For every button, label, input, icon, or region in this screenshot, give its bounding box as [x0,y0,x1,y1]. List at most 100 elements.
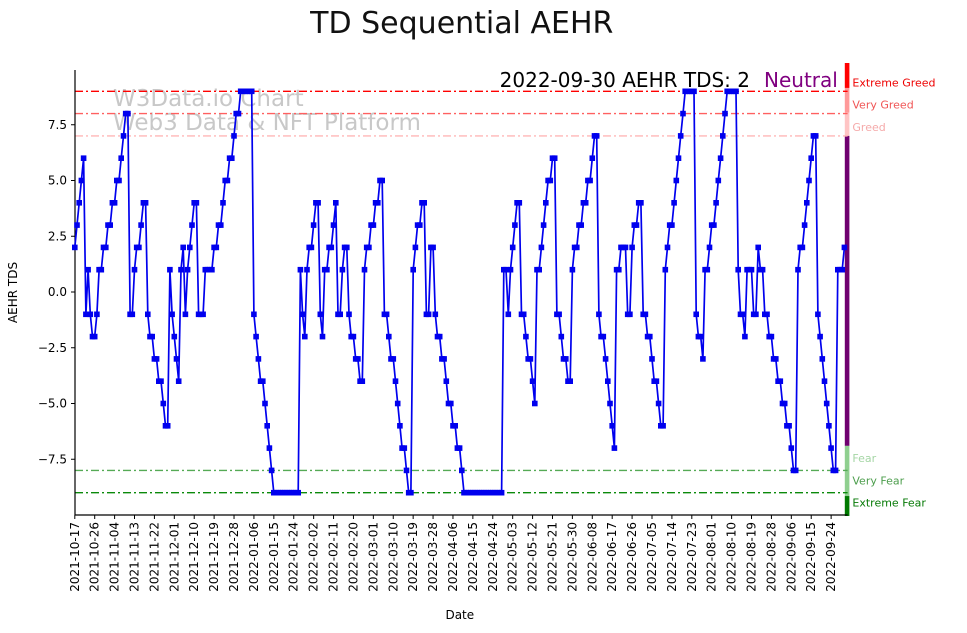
data-point-marker [664,244,671,251]
x-tick-label: 2022-03-01 [366,522,380,592]
data-point-marker [145,311,151,318]
data-point-marker [180,244,186,251]
data-point-marker [397,423,403,429]
data-point-marker [839,266,845,273]
x-tick-label: 2022-08-19 [745,522,759,592]
x-tick-label: 2022-03-28 [426,522,440,592]
data-point-marker [346,311,352,318]
data-point-marker [107,222,113,228]
data-point-marker [582,200,589,206]
data-point-marker [804,200,810,206]
y-tick-label: −5.0 [38,397,67,411]
series-line [73,90,846,494]
data-point-marker [189,222,195,228]
x-tick-label: 2021-11-13 [128,522,142,592]
data-point-marker [602,356,609,362]
data-point-marker [448,400,454,407]
x-tick-label: 2022-07-23 [685,522,699,592]
data-point-marker [412,244,419,251]
x-tick-label: 2022-08-01 [705,522,719,592]
data-point-marker [815,311,821,318]
data-point-marker [344,244,350,251]
data-point-marker [255,356,262,362]
data-point-marker [826,423,832,429]
watermark-line1: W3Data.io Chart [113,86,304,112]
data-point-marker [118,155,124,161]
data-point-marker [167,266,173,273]
data-point-marker [436,333,443,340]
series-markers [72,88,848,496]
data-point-marker [704,266,711,273]
data-point-marker [366,244,372,251]
data-point-marker [421,200,427,206]
data-point-marker [660,423,666,429]
data-point-marker [551,155,558,161]
data-point-marker [299,311,306,318]
data-point-marker [125,110,131,117]
data-point-marker [359,378,366,384]
x-tick-label: 2021-12-19 [207,522,221,592]
data-point-marker [587,177,593,184]
data-point-marker [786,423,792,429]
data-point-marker [828,445,834,451]
data-point-marker [616,266,622,273]
data-point-marker [220,200,226,206]
data-point-marker [218,222,224,228]
data-point-marker [558,333,565,340]
data-point-marker [319,333,326,340]
data-point-marker [792,467,799,474]
data-point-marker [149,333,155,340]
x-tick-label: 2022-07-05 [645,522,659,592]
data-point-marker [432,311,439,318]
data-point-marker [832,467,839,474]
x-tick-label: 2022-07-14 [665,522,679,592]
data-point-marker [111,200,118,206]
zone-bar-segment-0 [844,63,850,88]
data-point-marker [722,110,728,117]
data-point-marker [627,311,633,318]
threshold-label-extreme-fear: Extreme Fear [852,497,926,510]
data-point-marker [390,356,397,362]
data-point-marker [596,311,602,318]
data-point-marker [182,311,189,318]
data-point-marker [540,222,547,228]
data-point-marker [547,177,554,184]
data-point-marker [386,333,392,340]
data-point-marker [78,177,85,184]
y-tick-label: −7.5 [38,452,67,466]
data-point-marker [739,311,746,318]
data-point-marker [169,311,175,318]
data-point-marker [184,266,191,273]
data-point-marker [193,200,200,206]
data-point-marker [297,266,304,273]
y-tick-label: 5.0 [48,174,67,188]
data-point-marker [355,356,361,362]
data-point-marker [304,266,310,273]
page-title: TD Sequential AEHR [309,6,613,41]
data-point-marker [375,200,381,206]
x-tick-label: 2022-02-02 [307,522,321,592]
data-point-marker [74,222,80,228]
data-point-marker [266,445,273,451]
data-point-marker [768,333,775,340]
data-point-marker [717,155,724,161]
x-tick-label: 2021-12-01 [167,522,181,592]
data-point-marker [507,266,514,273]
data-point-marker [253,333,259,340]
data-point-marker [812,133,819,139]
data-point-marker [116,177,122,184]
data-point-marker [136,244,142,251]
data-point-marker [175,378,182,384]
data-point-marker [589,155,596,161]
data-point-marker [103,244,109,251]
x-tick-label: 2022-01-24 [287,522,301,592]
data-point-marker [742,333,748,340]
data-point-marker [748,266,755,273]
data-point-marker [841,244,848,251]
data-point-marker [808,155,814,161]
data-point-marker [328,244,335,251]
data-point-marker [251,311,257,318]
data-point-marker [430,244,436,251]
